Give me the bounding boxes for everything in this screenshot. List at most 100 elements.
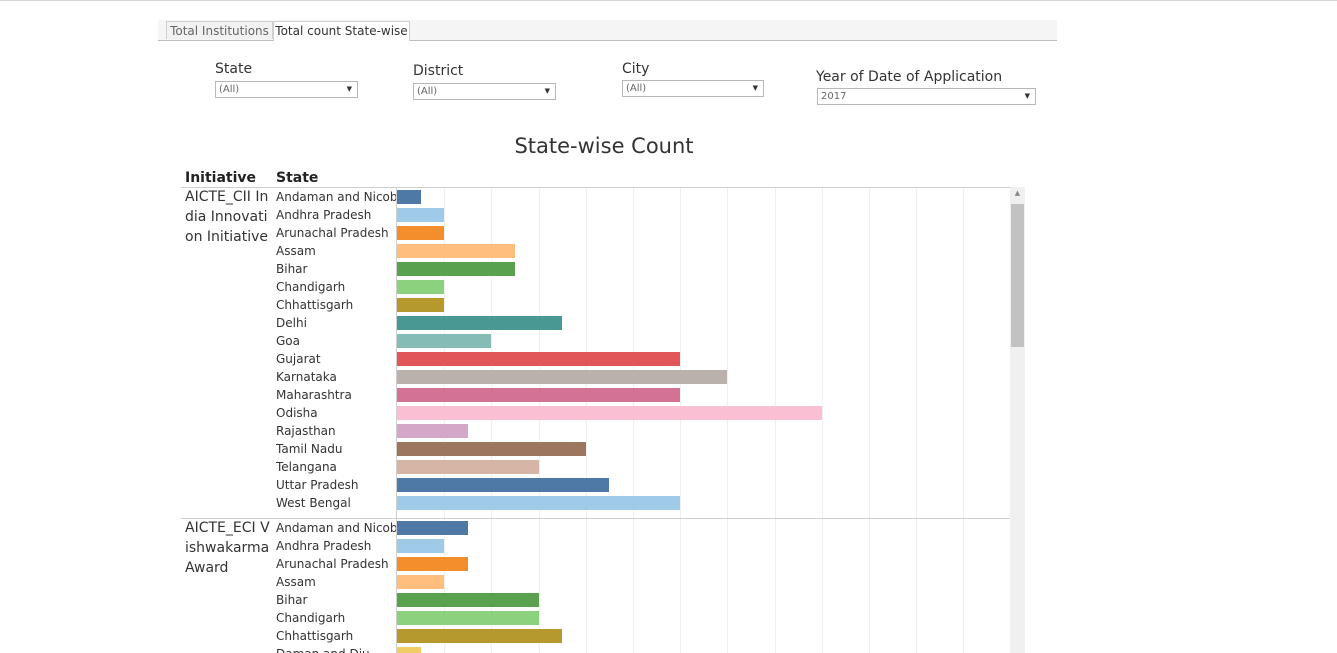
chevron-down-icon: ▼ bbox=[1024, 92, 1030, 100]
gridline bbox=[727, 187, 729, 653]
state-label: Arunachal Pradesh bbox=[276, 557, 389, 571]
year-dropdown-value: 2017 bbox=[821, 91, 847, 102]
state-label: Odisha bbox=[276, 406, 318, 420]
chevron-down-icon: ▼ bbox=[346, 85, 352, 93]
gridline bbox=[963, 187, 965, 653]
state-label: Arunachal Pradesh bbox=[276, 226, 389, 240]
group-separator bbox=[181, 518, 1010, 519]
tab-total-count-state-wise[interactable]: Total count State-wise bbox=[273, 21, 410, 41]
group-separator bbox=[181, 187, 1010, 188]
tab-bar: Total Institutions Total count State-wis… bbox=[158, 20, 1057, 41]
bar[interactable] bbox=[397, 647, 421, 653]
gridline bbox=[774, 187, 776, 653]
bar[interactable] bbox=[397, 280, 445, 294]
chevron-down-icon: ▼ bbox=[752, 84, 758, 92]
scroll-up-icon[interactable]: ▲ bbox=[1014, 189, 1021, 197]
state-label: Uttar Pradesh bbox=[276, 478, 359, 492]
district-filter-label: District bbox=[413, 63, 464, 79]
bar[interactable] bbox=[397, 496, 681, 510]
initiative-label: AICTE_ECI Vishwakarma Award bbox=[185, 520, 270, 576]
gridline bbox=[633, 187, 634, 653]
state-label: Karnataka bbox=[276, 370, 337, 384]
bar[interactable] bbox=[397, 190, 421, 204]
bar[interactable] bbox=[397, 424, 468, 438]
bar[interactable] bbox=[397, 460, 539, 474]
bar[interactable] bbox=[397, 406, 822, 420]
bar[interactable] bbox=[397, 575, 445, 589]
state-label: Rajasthan bbox=[276, 424, 336, 438]
bar[interactable] bbox=[397, 316, 563, 330]
gridline bbox=[916, 187, 918, 653]
state-label: Tamil Nadu bbox=[276, 442, 343, 456]
state-label: Gujarat bbox=[276, 352, 321, 366]
top-border bbox=[0, 0, 1337, 1]
state-filter-label: State bbox=[215, 61, 253, 77]
gridline bbox=[491, 187, 493, 653]
bar[interactable] bbox=[397, 442, 586, 456]
chevron-down-icon: ▼ bbox=[544, 87, 550, 95]
bar[interactable] bbox=[397, 262, 515, 276]
bar[interactable] bbox=[397, 334, 492, 348]
chart-title: State-wise Count bbox=[514, 134, 694, 158]
year-filter-label: Year of Date of Application bbox=[816, 69, 1003, 85]
tab-total-institutions[interactable]: Total Institutions bbox=[166, 21, 273, 39]
city-dropdown-value: (All) bbox=[626, 83, 647, 94]
state-dropdown[interactable]: (All) ▼ bbox=[215, 81, 358, 98]
state-label: Chhattisgarh bbox=[276, 629, 354, 643]
bar[interactable] bbox=[397, 539, 445, 553]
state-label: Andhra Pradesh bbox=[276, 208, 372, 222]
state-label: Telangana bbox=[276, 460, 337, 474]
district-dropdown-value: (All) bbox=[417, 86, 438, 97]
bar[interactable] bbox=[397, 244, 515, 258]
bar[interactable] bbox=[397, 208, 445, 222]
bar-chart-area: AICTE_CII India Innovation Initiative And… bbox=[181, 187, 1010, 653]
value-axis-baseline bbox=[396, 187, 397, 653]
bar[interactable] bbox=[397, 478, 610, 492]
initiative-column-header: Initiative bbox=[185, 170, 257, 186]
city-dropdown[interactable]: (All) ▼ bbox=[622, 80, 764, 97]
state-label: Daman and Diu bbox=[276, 645, 396, 653]
gridline bbox=[444, 187, 446, 653]
bar[interactable] bbox=[397, 593, 539, 607]
city-filter-label: City bbox=[622, 61, 650, 77]
scrollbar-thumb[interactable] bbox=[1011, 204, 1024, 347]
bar[interactable] bbox=[397, 388, 681, 402]
state-label: Bihar bbox=[276, 593, 308, 607]
state-label: Maharashtra bbox=[276, 388, 352, 402]
state-label: Assam bbox=[276, 575, 316, 589]
district-dropdown[interactable]: (All) ▼ bbox=[413, 83, 556, 100]
state-filter: State (All) ▼ bbox=[215, 61, 358, 98]
state-label: Andhra Pradesh bbox=[276, 539, 372, 553]
state-label: Chhattisgarh bbox=[276, 298, 354, 312]
year-filter: Year of Date of Application 2017 ▼ bbox=[816, 69, 1036, 105]
initiative-label: AICTE_CII India Innovation Initiative bbox=[185, 189, 269, 245]
city-filter: City (All) ▼ bbox=[622, 61, 764, 97]
district-filter: District (All) ▼ bbox=[413, 63, 556, 100]
bar[interactable] bbox=[397, 226, 445, 240]
state-dropdown-value: (All) bbox=[219, 84, 240, 95]
gridline bbox=[869, 187, 870, 653]
gridline bbox=[585, 187, 587, 653]
bar[interactable] bbox=[397, 521, 468, 535]
bar[interactable] bbox=[397, 352, 681, 366]
state-label: Assam bbox=[276, 244, 316, 258]
gridline bbox=[680, 187, 682, 653]
state-label: Goa bbox=[276, 334, 300, 348]
year-dropdown[interactable]: 2017 ▼ bbox=[817, 88, 1036, 105]
vertical-scrollbar[interactable]: ▲ bbox=[1010, 187, 1025, 653]
bar[interactable] bbox=[397, 611, 539, 625]
state-label: West Bengal bbox=[276, 496, 351, 510]
state-label: Chandigarh bbox=[276, 280, 346, 294]
bar[interactable] bbox=[397, 629, 563, 643]
gridline bbox=[821, 187, 823, 653]
bar[interactable] bbox=[397, 557, 468, 571]
bar[interactable] bbox=[397, 298, 445, 312]
bar[interactable] bbox=[397, 370, 728, 384]
state-label: Chandigarh bbox=[276, 611, 346, 625]
state-column-header: State bbox=[276, 170, 319, 186]
state-label: Delhi bbox=[276, 316, 307, 330]
state-label: Bihar bbox=[276, 262, 308, 276]
state-label: Andaman and Nicobar bbox=[276, 521, 396, 535]
gridline bbox=[538, 187, 540, 653]
state-label: Andaman and Nicobar bbox=[276, 190, 396, 204]
